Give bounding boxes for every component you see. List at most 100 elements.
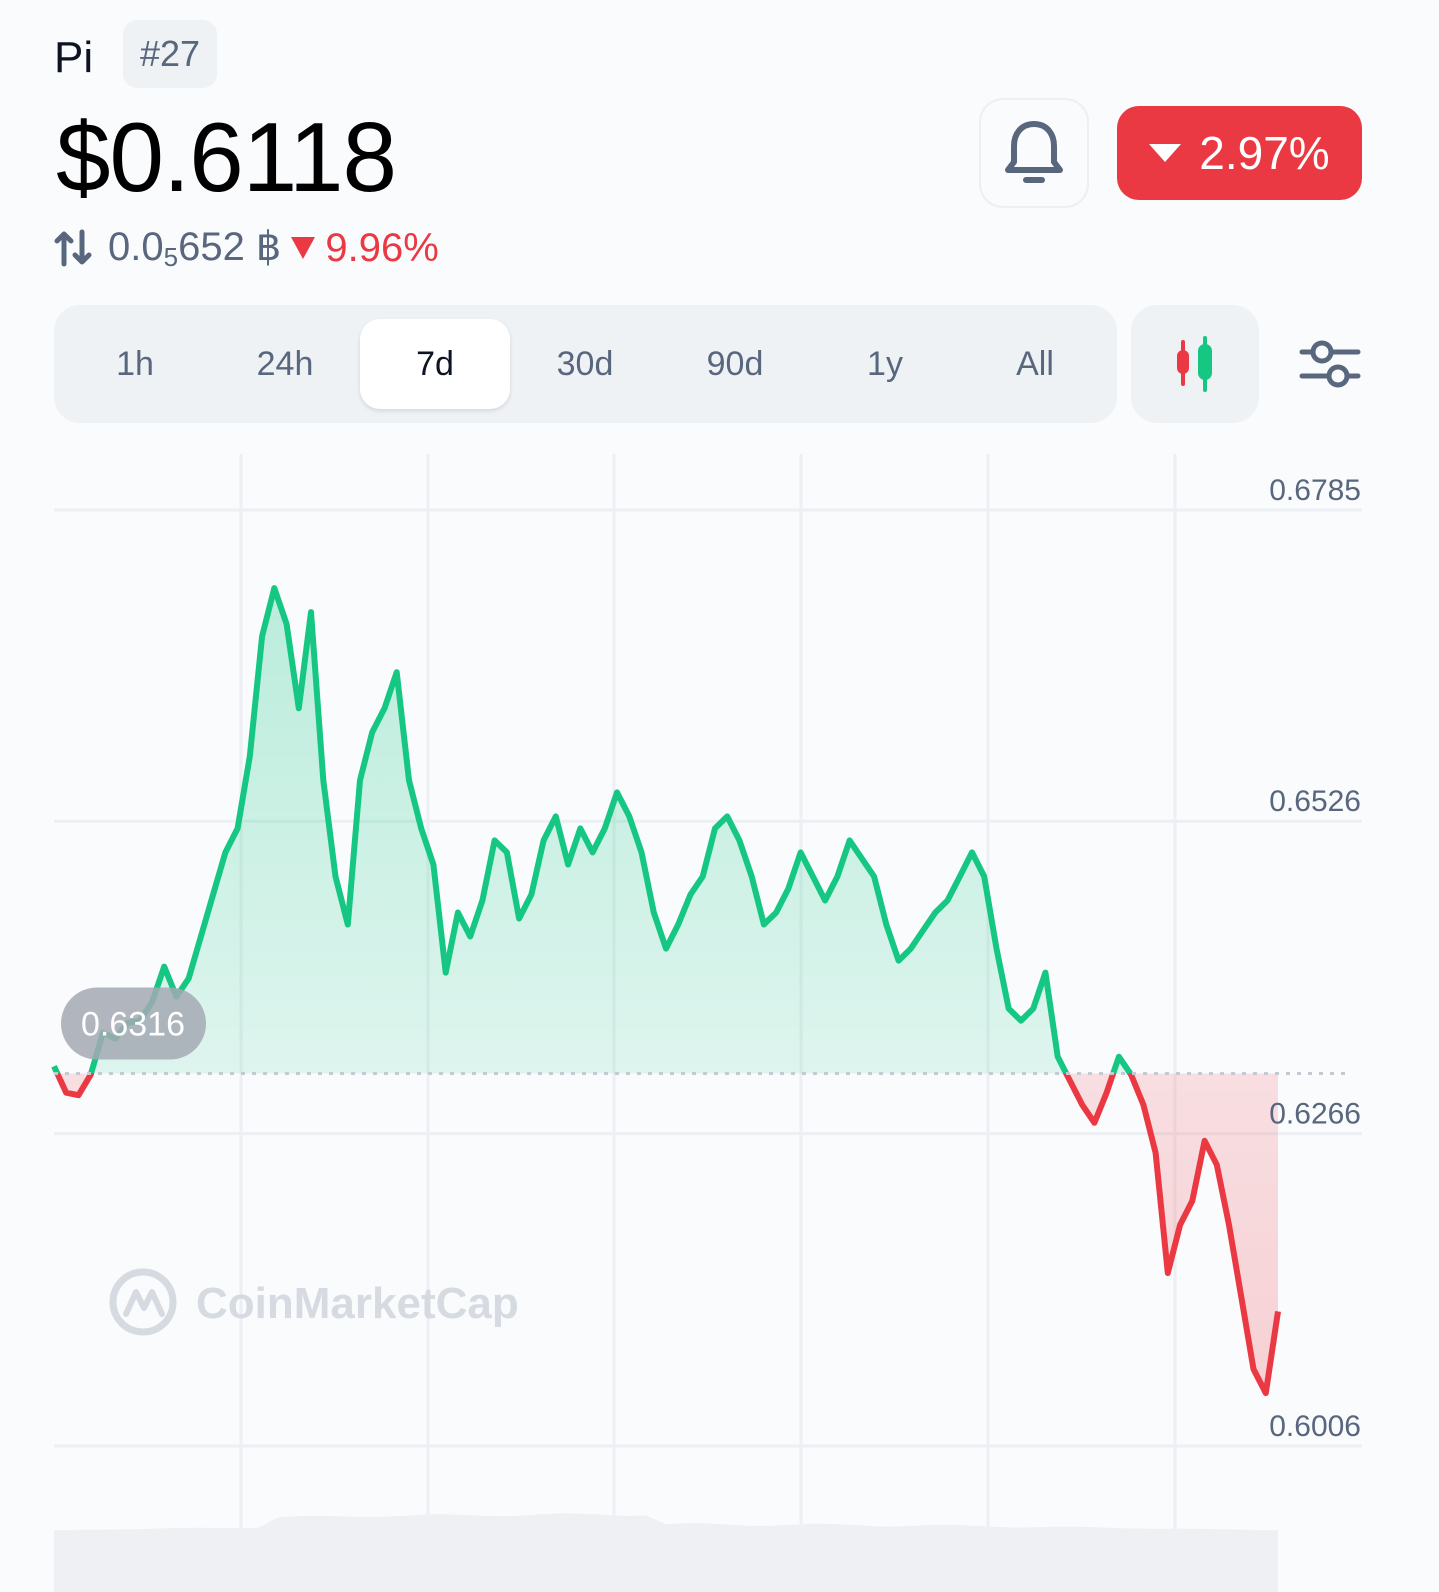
data-point[interactable] xyxy=(369,729,375,735)
data-point[interactable] xyxy=(333,874,339,880)
data-point[interactable] xyxy=(871,874,877,880)
data-point[interactable] xyxy=(76,1092,82,1098)
data-point[interactable] xyxy=(773,910,779,916)
candlestick-toggle-button[interactable] xyxy=(1131,305,1259,423)
data-point[interactable] xyxy=(443,970,449,976)
data-point[interactable] xyxy=(528,892,534,898)
data-point[interactable] xyxy=(700,874,706,880)
data-point[interactable] xyxy=(1091,1120,1097,1126)
data-point[interactable] xyxy=(51,1063,57,1069)
data-point[interactable] xyxy=(1104,1090,1110,1096)
data-point[interactable] xyxy=(663,946,669,952)
data-point[interactable] xyxy=(798,849,804,855)
data-point[interactable] xyxy=(822,898,828,904)
data-point[interactable] xyxy=(1214,1162,1220,1168)
data-point[interactable] xyxy=(724,813,730,819)
data-point[interactable] xyxy=(577,825,583,831)
data-point[interactable] xyxy=(235,825,241,831)
data-point[interactable] xyxy=(1018,1018,1024,1024)
data-point[interactable] xyxy=(1165,1270,1171,1276)
data-point[interactable] xyxy=(639,849,645,855)
data-point[interactable] xyxy=(210,892,216,898)
data-point[interactable] xyxy=(994,946,1000,952)
data-point[interactable] xyxy=(394,669,400,675)
data-point[interactable] xyxy=(308,609,314,615)
tab-30d[interactable]: 30d xyxy=(556,344,614,383)
data-point[interactable] xyxy=(626,813,632,819)
data-point[interactable] xyxy=(651,910,657,916)
tab-all[interactable]: All xyxy=(1016,344,1054,383)
data-point[interactable] xyxy=(896,958,902,964)
data-point[interactable] xyxy=(810,874,816,880)
data-point[interactable] xyxy=(565,862,571,868)
data-point[interactable] xyxy=(541,837,547,843)
data-point[interactable] xyxy=(602,825,608,831)
data-point[interactable] xyxy=(785,886,791,892)
chart-settings-button[interactable] xyxy=(1290,328,1370,400)
tab-1h[interactable]: 1h xyxy=(116,344,154,383)
data-point[interactable] xyxy=(516,916,522,922)
swap-arrows-icon[interactable] xyxy=(54,228,94,268)
data-point[interactable] xyxy=(981,874,987,880)
data-point[interactable] xyxy=(908,946,914,952)
data-point[interactable] xyxy=(1202,1138,1208,1144)
data-point[interactable] xyxy=(1226,1222,1232,1228)
data-point[interactable] xyxy=(357,777,363,783)
data-point[interactable] xyxy=(1067,1078,1073,1084)
data-point[interactable] xyxy=(504,849,510,855)
data-point[interactable] xyxy=(222,849,228,855)
data-point[interactable] xyxy=(406,777,412,783)
data-point[interactable] xyxy=(859,855,865,861)
price-chart[interactable]: CoinMarketCap 0.6785 0.6526 0.6266 0.6006 0… xyxy=(0,440,1439,1592)
data-point[interactable] xyxy=(296,705,302,711)
data-point[interactable] xyxy=(1251,1366,1257,1372)
data-point[interactable] xyxy=(1238,1294,1244,1300)
data-point[interactable] xyxy=(932,910,938,916)
data-point[interactable] xyxy=(1055,1054,1061,1060)
data-point[interactable] xyxy=(969,849,975,855)
data-point[interactable] xyxy=(883,922,889,928)
data-point[interactable] xyxy=(161,964,167,970)
data-point[interactable] xyxy=(712,825,718,831)
tab-1y[interactable]: 1y xyxy=(867,344,903,383)
data-point[interactable] xyxy=(467,934,473,940)
data-point[interactable] xyxy=(553,813,559,819)
data-point[interactable] xyxy=(430,862,436,868)
data-point[interactable] xyxy=(479,898,485,904)
data-point[interactable] xyxy=(284,621,290,627)
data-point[interactable] xyxy=(1079,1102,1085,1108)
data-point[interactable] xyxy=(761,922,767,928)
data-point[interactable] xyxy=(259,633,265,639)
data-point[interactable] xyxy=(1275,1308,1281,1314)
data-point[interactable] xyxy=(736,837,742,843)
data-point[interactable] xyxy=(345,922,351,928)
data-point[interactable] xyxy=(186,976,192,982)
data-point[interactable] xyxy=(1263,1390,1269,1396)
data-point[interactable] xyxy=(749,874,755,880)
data-point[interactable] xyxy=(382,705,388,711)
data-point[interactable] xyxy=(247,753,253,759)
data-point[interactable] xyxy=(920,928,926,934)
data-point[interactable] xyxy=(63,1090,69,1096)
data-point[interactable] xyxy=(834,874,840,880)
data-point[interactable] xyxy=(957,874,963,880)
data-point[interactable] xyxy=(320,777,326,783)
data-point[interactable] xyxy=(675,922,681,928)
data-point[interactable] xyxy=(198,934,204,940)
data-point[interactable] xyxy=(492,837,498,843)
data-point[interactable] xyxy=(455,910,461,916)
price-alert-button[interactable] xyxy=(979,98,1089,208)
data-point[interactable] xyxy=(1006,1006,1012,1012)
data-point[interactable] xyxy=(1030,1006,1036,1012)
data-point[interactable] xyxy=(1153,1150,1159,1156)
data-point[interactable] xyxy=(1140,1102,1146,1108)
data-point[interactable] xyxy=(688,892,694,898)
data-point[interactable] xyxy=(847,837,853,843)
data-point[interactable] xyxy=(418,825,424,831)
data-point[interactable] xyxy=(590,849,596,855)
data-point[interactable] xyxy=(945,898,951,904)
data-point[interactable] xyxy=(1177,1222,1183,1228)
data-point[interactable] xyxy=(1116,1054,1122,1060)
tab-90d[interactable]: 90d xyxy=(706,344,764,383)
data-point[interactable] xyxy=(614,789,620,795)
